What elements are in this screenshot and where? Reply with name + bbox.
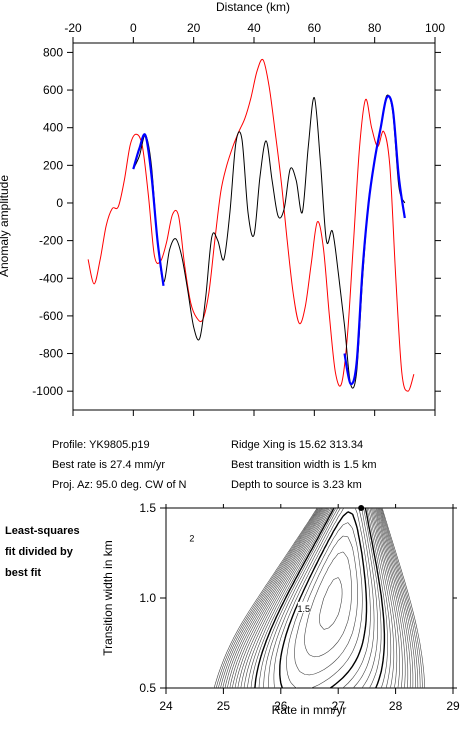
contour-level-label: 2 <box>189 534 194 544</box>
anomaly-y-tick-label: -600 <box>39 309 63 323</box>
contour-level-label: 1.5 <box>298 604 311 614</box>
contour-label-backdrop <box>185 531 198 543</box>
minor-contour-line <box>273 507 371 689</box>
minor-contour-line <box>304 551 352 658</box>
anomaly-y-tick-label: 200 <box>43 158 63 172</box>
side-note-line-2: fit divided by <box>5 546 73 558</box>
best-transition-label: Best transition width is 1.5 km <box>231 459 377 471</box>
anomaly-chart-frame <box>72 42 436 411</box>
minor-contour-line <box>268 507 375 689</box>
contour-y-tick-label: 0.5 <box>139 681 156 695</box>
side-note-line-3: best fit <box>5 567 42 579</box>
model-anomaly-line <box>87 58 415 392</box>
anomaly-x-tick-label: 0 <box>130 21 137 35</box>
minor-contour-line <box>240 507 398 689</box>
minor-contour-line <box>286 522 363 689</box>
contour-label-backdrop <box>297 601 310 613</box>
minor-contour-line <box>319 577 343 630</box>
major-contour-line <box>254 507 386 689</box>
minor-contour-line <box>218 507 421 689</box>
anomaly-y-tick-label: -400 <box>39 271 63 285</box>
minor-contour-line <box>263 507 378 689</box>
minor-contour-line <box>294 535 358 676</box>
fitted-segment-right-line <box>343 95 406 386</box>
minor-contour-line <box>213 507 425 689</box>
major-contour-line <box>279 511 368 689</box>
anomaly-x-tick-label: 20 <box>187 21 201 35</box>
minor-contour-line <box>250 507 388 689</box>
minor-contour-line <box>258 507 382 689</box>
contour-x-tick-label: 24 <box>159 699 173 713</box>
contour-y-axis-label: Transition width in km <box>101 540 115 656</box>
misfit-contour-chart: 24 25 26 27 28 29 0.5 1.0 1.5 2 1.5 Rate in mm/y… <box>101 501 460 717</box>
contour-y-tick-label: 1.0 <box>139 591 156 605</box>
anomaly-x-tick-label: 80 <box>368 21 382 35</box>
minor-contour-line <box>232 507 406 689</box>
anomaly-y-tick-label: 800 <box>43 45 63 59</box>
ridge-crossing-label: Ridge Xing is 15.62 313.34 <box>231 439 364 451</box>
anomaly-x-tick-label: 60 <box>308 21 322 35</box>
minor-contour-line <box>237 507 400 689</box>
minor-contour-line <box>234 507 403 689</box>
projection-azimuth-label: Proj. Az: 95.0 deg. CW of N <box>52 479 187 491</box>
minor-contour-line <box>227 507 411 689</box>
contour-lines <box>213 507 425 689</box>
profile-label: Profile: YK9805.p19 <box>52 439 150 451</box>
best-rate-label: Best rate is 27.4 mm/yr <box>52 459 166 471</box>
anomaly-y-tick-label: -1000 <box>32 384 63 398</box>
contour-x-tick-label: 25 <box>217 699 231 713</box>
contour-x-axis-label: Rate in mm/yr <box>272 703 347 717</box>
anomaly-y-tick-label: -200 <box>39 234 63 248</box>
contour-x-tick-label: 29 <box>446 699 460 713</box>
contour-x-tick-label: 26 <box>274 699 288 713</box>
contour-x-tick-label: 28 <box>389 699 403 713</box>
anomaly-y-tick-label: 600 <box>43 83 63 97</box>
minor-contour-line <box>229 507 409 689</box>
minor-contour-line <box>222 507 416 689</box>
contour-y-tick-label: 1.5 <box>139 501 156 515</box>
anomaly-y-tick-label: -800 <box>39 347 63 361</box>
depth-to-source-label: Depth to source is 3.23 km <box>231 479 362 491</box>
anomaly-y-axis-label: Anomaly amplitude <box>0 175 11 277</box>
fitted-segment-left-line <box>132 133 165 286</box>
best-fit-point <box>358 505 365 511</box>
minor-contour-line <box>224 507 414 689</box>
contour-x-tick-label: 27 <box>332 699 346 713</box>
anomaly-x-axis-label: Distance (km) <box>216 0 290 14</box>
anomaly-y-tick-label: 0 <box>56 196 63 210</box>
anomaly-x-tick-label: 40 <box>247 21 261 35</box>
minor-contour-line <box>243 507 395 689</box>
anomaly-chart: -20 0 20 40 60 80 100 8006004002000-200-400-60… <box>0 0 445 416</box>
anomaly-x-tick-label: 100 <box>425 21 445 35</box>
minor-contour-line <box>215 507 423 689</box>
anomaly-x-tick-label: -20 <box>64 21 82 35</box>
minor-contour-line <box>220 507 419 689</box>
minor-contour-line <box>247 507 392 689</box>
anomaly-y-tick-label: 400 <box>43 121 63 135</box>
side-note-line-1: Least-squares <box>5 525 80 537</box>
